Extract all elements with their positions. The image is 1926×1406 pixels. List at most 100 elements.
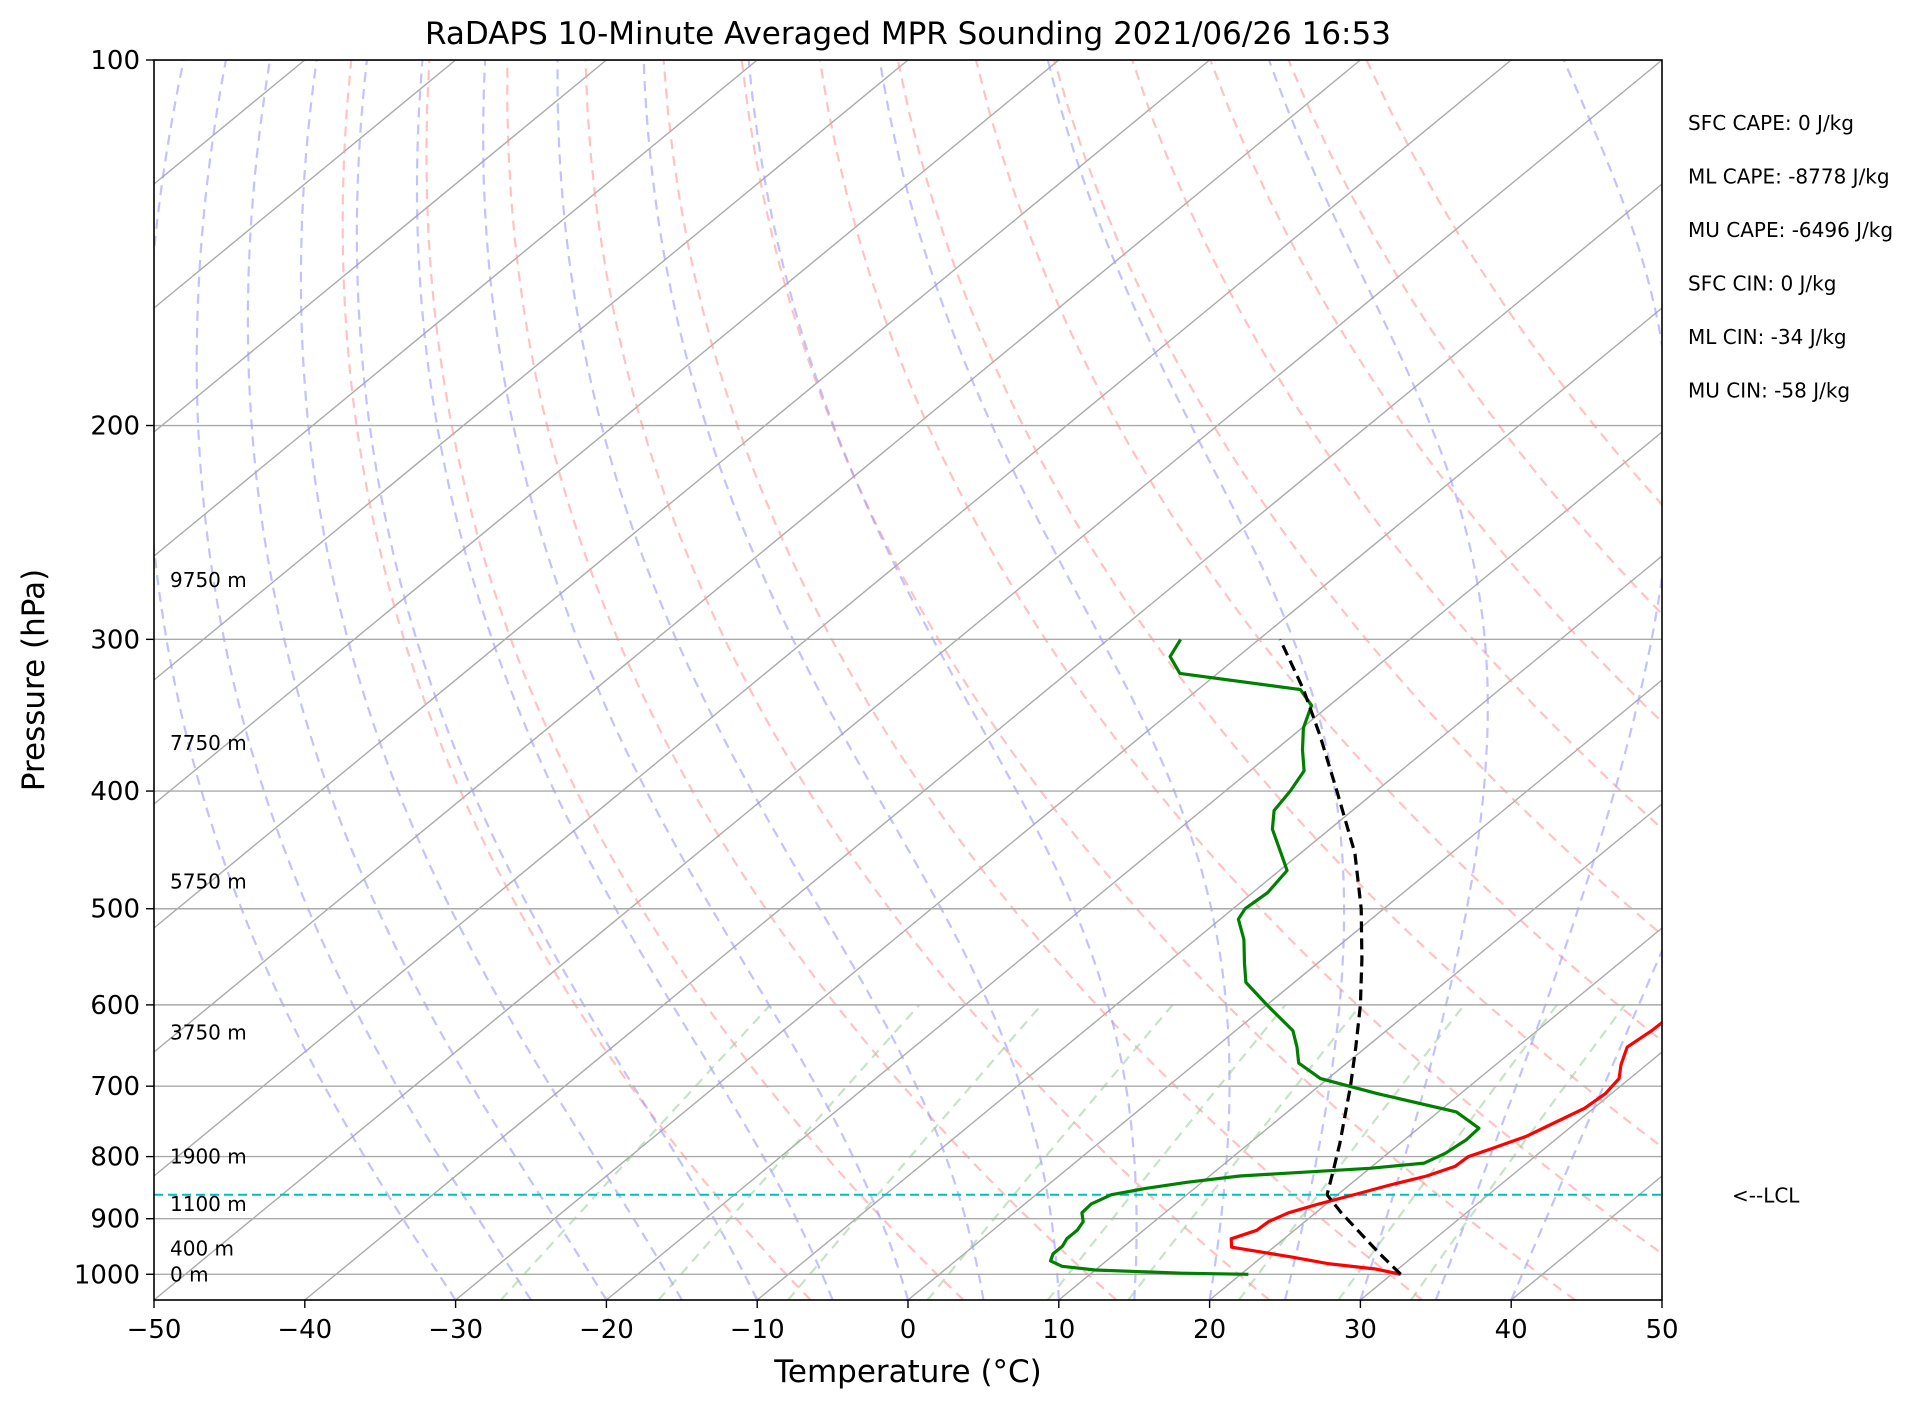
moist-adiabat-line [878, 60, 1231, 1300]
isotherm-line [154, 60, 758, 557]
stability-stats: SFC CAPE: 0 J/kg ML CAPE: -8778 J/kg MU CA… [1688, 111, 1893, 403]
reference-lines [154, 60, 1662, 1300]
mixing-ratio-line [787, 1004, 1043, 1300]
stat-text: ML CAPE: -8778 J/kg [1688, 165, 1890, 189]
height-label: 3750 m [170, 1020, 247, 1044]
dry-adiabat-line [662, 60, 1423, 1300]
stat-text: SFC CIN: 0 J/kg [1688, 272, 1836, 296]
y-tick-label: 300 [90, 625, 140, 655]
moist-adiabat-line [747, 60, 1138, 1300]
chart-title: RaDAPS 10-Minute Averaged MPR Sounding 2… [425, 16, 1391, 52]
y-tick-label: 700 [90, 1072, 140, 1102]
stat-text: MU CAPE: -6496 J/kg [1688, 218, 1893, 242]
x-tick-label: 10 [1042, 1315, 1075, 1345]
height-label: 7750 m [170, 731, 247, 755]
x-tick-label: −20 [579, 1315, 634, 1345]
y-tick-label: 100 [90, 46, 140, 76]
parcel-line [1278, 638, 1402, 1276]
dry-adiabat-line [974, 60, 1662, 1043]
isotherm-line [154, 60, 607, 433]
isotherm-line [154, 60, 1211, 929]
moist-adiabat-line [299, 60, 683, 1300]
moist-adiabat-line [415, 60, 834, 1300]
isotherm-line [154, 60, 1060, 805]
x-tick-label: 0 [900, 1315, 917, 1345]
y-tick-label: 600 [90, 991, 140, 1021]
height-label: 9750 m [170, 568, 247, 592]
height-label: 0 m [170, 1262, 209, 1286]
isotherm-line [1058, 803, 1662, 1300]
mixing-ratio-line [1410, 1004, 1626, 1300]
x-tick-label: −10 [730, 1315, 785, 1345]
mixing-ratio-line [1046, 1004, 1287, 1300]
height-label: 1900 m [170, 1145, 247, 1169]
dry-adiabat-line [341, 60, 812, 1300]
isotherm-line [455, 307, 1662, 1300]
isotherm-line [1209, 927, 1662, 1300]
x-tick-label: −30 [428, 1315, 483, 1345]
y-tick-label: 200 [90, 412, 140, 442]
x-axis: −50 −40 −30 −20 −10 0 10 20 30 40 50 [127, 1300, 1679, 1345]
mixing-ratio-line [657, 1004, 921, 1300]
isotherm-line [154, 60, 457, 309]
x-tick-label: 40 [1495, 1315, 1528, 1345]
isotherm-line [154, 60, 1361, 1053]
moist-adiabat-line [1510, 948, 1662, 1300]
moist-adiabat-line [1046, 60, 1346, 1300]
y-axis: 100 200 300 400 500 600 700 800 900 1000 [74, 46, 154, 1290]
isotherm-line [154, 60, 1512, 1177]
x-tick-label: 30 [1344, 1315, 1377, 1345]
pressure-gridlines [154, 60, 1662, 1275]
sounding-series [1048, 638, 1662, 1276]
moist-adiabat-line [642, 60, 1060, 1300]
x-tick-label: 20 [1193, 1315, 1226, 1345]
stat-text: SFC CAPE: 0 J/kg [1688, 111, 1854, 135]
x-tick-label: −40 [277, 1315, 332, 1345]
dry-adiabat-line [818, 60, 1662, 1255]
mixing-ratio-line [1238, 1004, 1466, 1300]
x-tick-label: 50 [1645, 1315, 1678, 1345]
dry-adiabat-line [1287, 60, 1662, 616]
height-label: 1100 m [170, 1192, 247, 1216]
moist-adiabat-line [481, 60, 910, 1300]
mixing-ratio-line [1127, 1004, 1362, 1300]
y-tick-label: 400 [90, 777, 140, 807]
y-tick-label: 900 [90, 1205, 140, 1235]
isotherm-line [154, 60, 909, 681]
x-tick-label: −50 [127, 1315, 182, 1345]
y-tick-label: 500 [90, 895, 140, 925]
y-tick-label: 800 [90, 1143, 140, 1173]
isotherm-line [1359, 1051, 1662, 1300]
dry-adiabat-line [1053, 60, 1662, 937]
height-label: 400 m [170, 1236, 234, 1260]
x-axis-title: Temperature (°C) [773, 1354, 1042, 1390]
dry-adiabat-line [1365, 60, 1662, 507]
temperature-line [1229, 1020, 1662, 1276]
moist-adiabat-line [556, 60, 985, 1300]
moist-adiabat-line [154, 60, 457, 1300]
isotherm-line [907, 679, 1662, 1300]
dry-adiabat-line [896, 60, 1662, 1149]
stat-text: ML CIN: -34 J/kg [1688, 325, 1847, 349]
dry-adiabat-line [1209, 60, 1662, 724]
dry-adiabat-line [1131, 60, 1662, 831]
isotherm-line [154, 60, 1662, 1300]
height-label: 5750 m [170, 870, 247, 894]
moist-adiabat-line [1434, 60, 1662, 1300]
isotherm-line [605, 431, 1662, 1300]
dry-adiabat-line [506, 60, 1118, 1300]
mixing-ratio-line [500, 1004, 772, 1300]
dewpoint-line [1048, 638, 1481, 1276]
stat-text: MU CIN: -58 J/kg [1688, 379, 1850, 403]
dry-adiabat-line [740, 60, 1576, 1300]
moist-adiabat-line [195, 60, 532, 1300]
y-tick-label: 1000 [74, 1260, 140, 1290]
moist-adiabat-line [246, 60, 608, 1300]
moist-adiabat-line [1267, 60, 1489, 1300]
isotherm-line [1661, 1299, 1662, 1300]
y-axis-title: Pressure (hPa) [16, 569, 52, 791]
lcl-label: <--LCL [1732, 1184, 1800, 1208]
